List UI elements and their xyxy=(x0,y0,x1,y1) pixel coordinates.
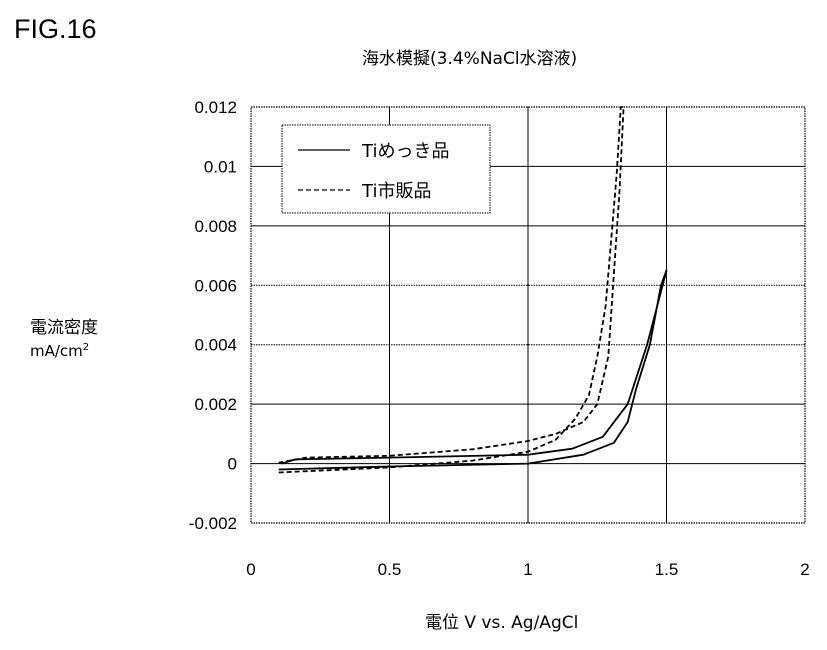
x-tick-label: 0.5 xyxy=(378,560,402,579)
y-tick-label: 0.012 xyxy=(194,98,237,117)
legend-box xyxy=(281,124,491,214)
x-tick-label: 1 xyxy=(523,560,532,579)
y-tick-label: 0.01 xyxy=(204,157,237,176)
y-tick-label: 0.006 xyxy=(194,276,237,295)
series-line-2 xyxy=(278,106,625,474)
y-axis-unit: mA/cm xyxy=(30,342,83,360)
x-tick-label: 1.5 xyxy=(655,560,679,579)
y-tick-label: 0 xyxy=(228,455,237,474)
legend-label: Tiめっき品 xyxy=(361,141,449,162)
x-tick-label: 2 xyxy=(800,560,809,579)
x-tick-label: 0 xyxy=(246,560,255,579)
series-line-1 xyxy=(278,269,668,471)
y-tick-label: 0.008 xyxy=(194,217,237,236)
chart-title: 海水模擬(3.4%NaCl水溶液) xyxy=(362,49,578,69)
y-axis-unit-sup: 2 xyxy=(82,342,90,353)
y-axis-label: 電流密度 mA/cm2 xyxy=(30,318,98,361)
y-tick-label: 0.004 xyxy=(194,336,237,355)
y-tick-label: -0.002 xyxy=(189,514,237,533)
y-tick-label: 0.002 xyxy=(194,395,237,414)
figure-label: FIG.16 xyxy=(14,14,97,44)
y-axis-label-text: 電流密度 xyxy=(30,318,98,338)
x-axis-label: 電位 V vs. Ag/AgCl xyxy=(425,613,579,633)
legend-label: Ti市販品 xyxy=(361,181,431,202)
